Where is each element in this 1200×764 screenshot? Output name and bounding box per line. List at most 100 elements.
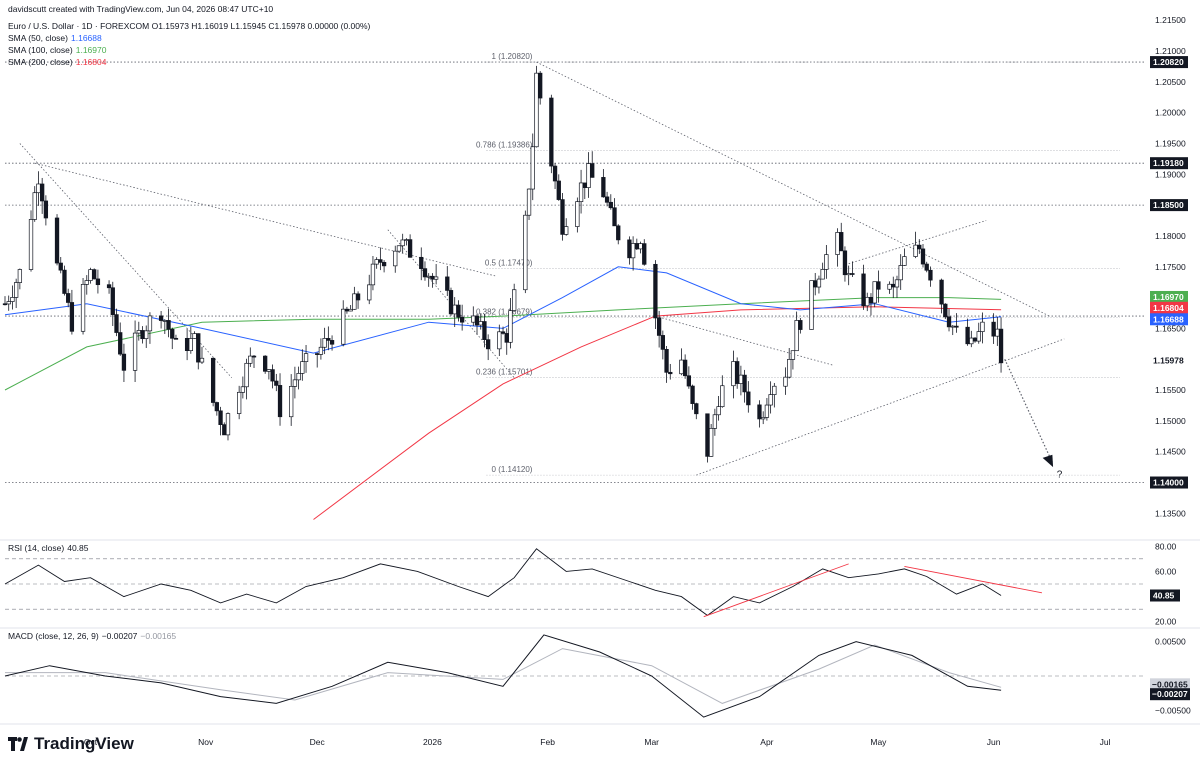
candle-down <box>270 369 275 382</box>
macd-legend-label: MACD (close, 12, 26, 9) <box>8 631 99 641</box>
candle-down <box>95 278 101 286</box>
candle-down <box>110 287 115 315</box>
macd-signal-text: −0.00165 <box>1152 679 1188 689</box>
fib-level-label: 0.5 (1.17470) <box>485 259 533 268</box>
sma100-price-badge <box>1150 290 1188 303</box>
candle-up <box>318 346 324 355</box>
candle-down <box>705 413 710 457</box>
rsi-legend-label: RSI (14, close) <box>8 543 65 553</box>
candle-down <box>315 353 320 355</box>
candle-down <box>445 276 450 291</box>
candle-up <box>80 284 86 332</box>
candle-down <box>69 302 75 332</box>
candle-down <box>448 290 454 315</box>
candle-down <box>196 333 201 363</box>
candle-down <box>813 280 818 288</box>
tradingview-logo[interactable]: TradingView <box>8 734 134 754</box>
sma100-price-text: 1.16970 <box>1153 292 1184 302</box>
candle-down <box>40 183 45 202</box>
rsi-legend-value: 40.85 <box>67 543 89 553</box>
candle-down <box>274 380 279 386</box>
candle-down <box>601 177 606 198</box>
candle-down <box>118 332 123 355</box>
candle-up <box>761 417 766 420</box>
macd-tick-label: 0.00500 <box>1155 637 1186 647</box>
candle-up <box>638 243 643 250</box>
candle-down <box>757 404 762 420</box>
candle-down <box>538 72 543 99</box>
time-tick-label: Mar <box>644 737 659 747</box>
moving-averages <box>4 266 1002 520</box>
level-price-badge <box>1150 476 1188 489</box>
macd-legend[interactable]: MACD (close, 12, 26, 9) −0.00207 −0.00165 <box>8 631 176 642</box>
price-tick-label: 1.15000 <box>1155 416 1186 426</box>
candle-down <box>556 180 561 200</box>
sma200-legend[interactable]: SMA (200, close) 1.16804 <box>8 57 106 68</box>
rsi-tick-label: 80.00 <box>1155 541 1177 551</box>
sma50-legend[interactable]: SMA (50, close) 1.16688 <box>8 33 102 44</box>
sma100-legend[interactable]: SMA (100, close) 1.16970 <box>8 45 106 56</box>
last-price-badge <box>1150 354 1188 367</box>
candle-up <box>192 333 197 339</box>
candle-down <box>43 200 49 219</box>
projection-arrow-line <box>1004 358 1054 465</box>
trendline-apr-may-up <box>848 220 987 265</box>
candle-up <box>303 353 309 363</box>
candle-down <box>972 337 978 342</box>
candle-down <box>66 293 71 303</box>
candle-up <box>6 301 11 305</box>
candle-down <box>378 259 383 263</box>
price-tick-label: 1.21000 <box>1155 46 1186 56</box>
candle-up <box>162 320 167 322</box>
price-tick-label: 1.15500 <box>1155 385 1186 395</box>
candle-down <box>184 337 190 352</box>
time-tick-label: Oct <box>84 737 98 747</box>
candle-down <box>140 330 145 340</box>
symbol-line: Euro / U.S. Dollar · 1D · FOREXCOM O1.15… <box>8 21 371 31</box>
candle-up <box>787 359 792 378</box>
sma50-legend-label: SMA (50, close) <box>8 33 68 43</box>
trendline-mar-apr <box>655 315 834 366</box>
candle-down <box>251 355 257 358</box>
candle-up <box>709 427 714 457</box>
candle-down <box>920 248 926 265</box>
candle-down <box>642 243 647 265</box>
candle-down <box>746 391 751 406</box>
rsi-line <box>4 548 1002 616</box>
level-price-badge <box>1150 199 1188 212</box>
candle-up <box>136 330 141 334</box>
time-tick-label: 2026 <box>423 737 442 747</box>
macd-legend-value2: −0.00165 <box>140 631 177 641</box>
candle-down <box>653 263 658 319</box>
candle-up <box>512 289 517 311</box>
tradingview-icon <box>8 737 28 751</box>
candle-down <box>694 403 699 415</box>
candle-down <box>430 275 435 280</box>
candle-down <box>682 359 688 377</box>
candle-down <box>326 338 331 341</box>
candle-up <box>17 269 23 283</box>
candle-up <box>731 361 736 387</box>
candle-down <box>474 315 480 326</box>
candle-down <box>106 284 112 289</box>
candle-down <box>690 385 695 404</box>
candle-down <box>943 303 948 318</box>
candle-up <box>712 414 718 429</box>
candle-down <box>114 314 119 333</box>
candle-up <box>913 244 918 257</box>
rsi-tick-label: 60.00 <box>1155 566 1177 576</box>
candle-down <box>459 316 465 323</box>
rsi-legend[interactable]: RSI (14, close) 40.85 <box>8 543 89 554</box>
rsi-tick-label: 20.00 <box>1155 617 1177 627</box>
level-price-badge <box>1150 56 1188 69</box>
candle-down <box>422 268 428 278</box>
sma100-legend-label: SMA (100, close) <box>8 45 73 55</box>
candle-down <box>798 320 803 330</box>
candle-up <box>348 308 353 312</box>
candle-up <box>976 331 981 342</box>
candle-up <box>526 188 532 216</box>
candle-down <box>486 339 491 350</box>
candle-up <box>393 250 398 267</box>
candle-up <box>969 337 974 345</box>
